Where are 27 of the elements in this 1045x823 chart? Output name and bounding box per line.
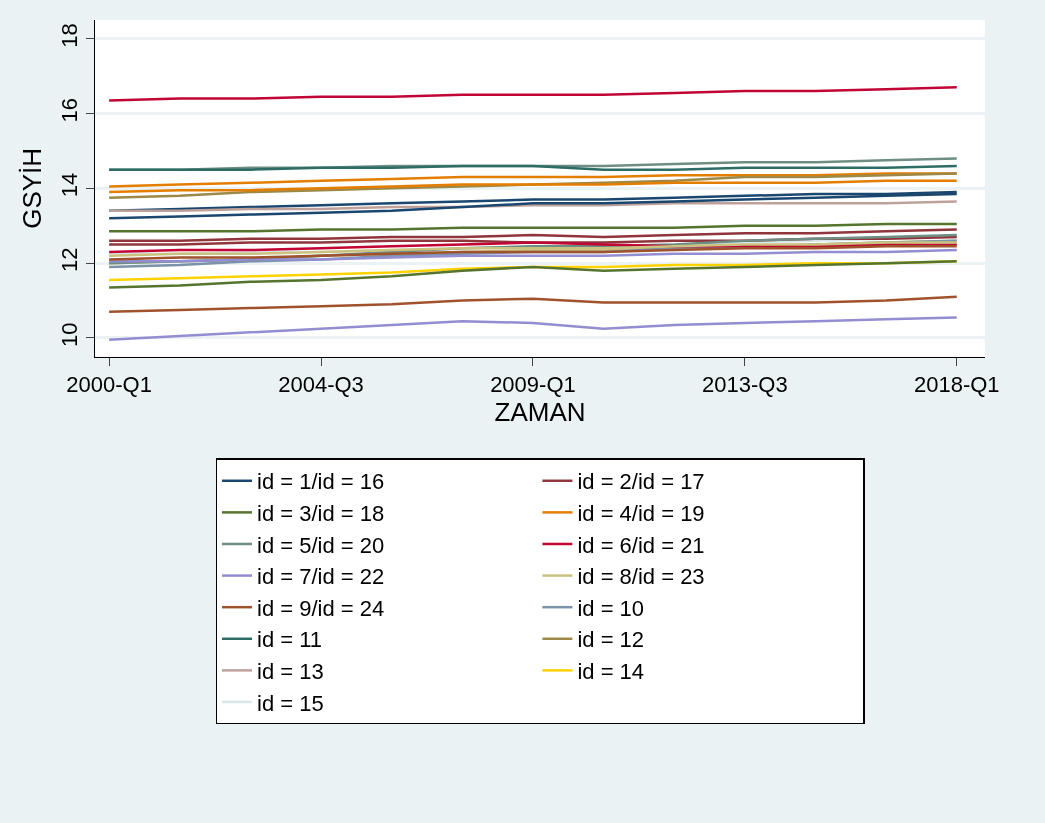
- x-tick-label: 2018-Q1: [913, 372, 1000, 398]
- x-axis-title: ZAMAN: [494, 397, 586, 428]
- legend-label: id = 11: [257, 627, 323, 653]
- legend-label: id = 4/id = 19: [577, 500, 705, 526]
- legend-label: id = 10: [577, 595, 645, 621]
- legend-label: id = 5/id = 20: [257, 532, 385, 558]
- legend-label: id = 14: [577, 658, 645, 684]
- legend-label: id = 13: [257, 658, 324, 684]
- legend-label: id = 12: [577, 627, 645, 653]
- legend-label: id = 8/id = 23: [577, 564, 705, 590]
- legend-label: id = 3/id = 18: [257, 500, 385, 526]
- x-tick-label: 2004-Q3: [278, 372, 364, 398]
- y-axis-title: GSYİH: [16, 147, 47, 229]
- legend-label: id = 9/id = 24: [257, 595, 385, 621]
- x-tick-label: 2000-Q1: [66, 372, 152, 398]
- y-tick-label: 14: [57, 172, 83, 198]
- legend-label: id = 6/id = 21: [577, 532, 705, 558]
- legend-label: id = 7/id = 22: [257, 564, 385, 590]
- x-tick-label: 2013-Q3: [702, 372, 788, 398]
- legend-label: id = 2/id = 17: [577, 469, 705, 495]
- legend-label: id = 1/id = 16: [257, 469, 385, 495]
- y-tick-label: 18: [57, 23, 83, 48]
- legend-label: id = 15: [257, 690, 324, 716]
- y-tick-label: 12: [57, 247, 83, 273]
- x-tick-label: 2009-Q1: [490, 372, 576, 398]
- y-tick-label: 10: [57, 322, 83, 347]
- y-tick-label: 16: [57, 97, 83, 123]
